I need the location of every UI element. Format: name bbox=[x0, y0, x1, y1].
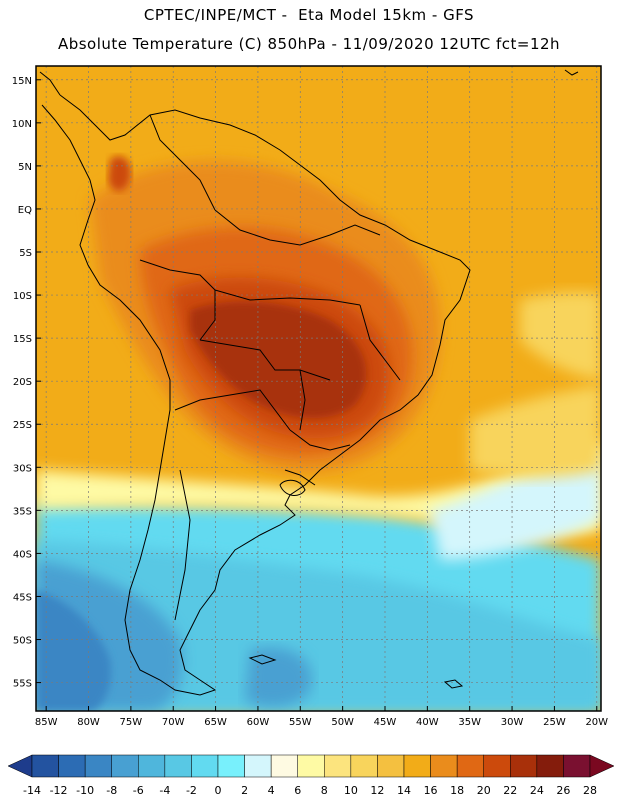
lat-label: 15N bbox=[12, 76, 32, 87]
colorbar-label: 16 bbox=[424, 784, 438, 797]
lon-label: 25W bbox=[543, 717, 566, 728]
colorbar-swatch bbox=[536, 754, 564, 778]
lon-label: 75W bbox=[120, 717, 143, 728]
colorbar-label: -12 bbox=[50, 784, 68, 797]
colorbar-swatch bbox=[483, 754, 511, 778]
lat-label: 45S bbox=[13, 592, 32, 603]
colorbar-swatch bbox=[377, 754, 405, 778]
colorbar-swatch bbox=[217, 754, 245, 778]
colorbar-label: 26 bbox=[556, 784, 570, 797]
colorbar-swatch bbox=[324, 754, 352, 778]
longitude-labels: 85W 80W 75W 70W 65W 60W 55W 50W 45W 40W 35W 30W 25W 2… bbox=[35, 706, 608, 728]
colorbar-label: 18 bbox=[450, 784, 464, 797]
colorbar-arrow-high bbox=[589, 754, 615, 778]
colorbar-labels: -14 -12 -10 -8 -6 -4 -2 0 2 4 6 8 10 12 14 16 18 20 22 24 26… bbox=[23, 784, 597, 797]
colorbar-swatch bbox=[191, 754, 219, 778]
latitude-labels: 15N 10N 5N EQ 5S 10S 15S 20S 25S 30S 35S 40S 45S 50S 5… bbox=[12, 76, 41, 690]
coastline bbox=[39, 69, 579, 696]
colorbar-label: 22 bbox=[503, 784, 517, 797]
lon-label: 80W bbox=[77, 717, 100, 728]
colorbar-swatch bbox=[84, 754, 112, 778]
lon-label: 55W bbox=[289, 717, 312, 728]
colorbar-label: 10 bbox=[344, 784, 358, 797]
colorbar-label: -6 bbox=[133, 784, 144, 797]
colorbar-label: 24 bbox=[530, 784, 544, 797]
colorbar-label: -2 bbox=[186, 784, 197, 797]
lon-label: 45W bbox=[374, 717, 397, 728]
lat-label: 30S bbox=[13, 463, 32, 474]
lat-label: EQ bbox=[18, 205, 32, 216]
colorbar-swatch bbox=[456, 754, 484, 778]
lon-label: 85W bbox=[35, 717, 58, 728]
colorbar-swatch bbox=[510, 754, 538, 778]
map-frame bbox=[35, 65, 602, 712]
lon-label: 50W bbox=[331, 717, 354, 728]
colorbar-label: 4 bbox=[268, 784, 275, 797]
map-title: CPTEC/INPE/MCT - Eta Model 15km - GFS bbox=[143, 6, 475, 24]
lat-label: 50S bbox=[13, 636, 32, 647]
colorbar-label: 2 bbox=[241, 784, 248, 797]
colorbar-label: 14 bbox=[397, 784, 411, 797]
colorbar-label: 20 bbox=[477, 784, 491, 797]
colorbar-swatch bbox=[31, 754, 59, 778]
colorbar-swatch bbox=[297, 754, 325, 778]
colorbar-label: -4 bbox=[159, 784, 170, 797]
colorbar-swatch bbox=[111, 754, 139, 778]
colorbar-label: 0 bbox=[215, 784, 222, 797]
colorbar-label: -8 bbox=[106, 784, 117, 797]
lon-label: 30W bbox=[501, 717, 524, 728]
lat-label: 15S bbox=[13, 334, 32, 345]
lat-label: 5N bbox=[18, 162, 32, 173]
lon-label: 35W bbox=[458, 717, 481, 728]
lon-label: 20W bbox=[585, 717, 608, 728]
lat-label: 40S bbox=[13, 549, 32, 560]
colorbar-swatch bbox=[138, 754, 166, 778]
map-subtitle: Absolute Temperature (C) 850hPa - 11/09/… bbox=[57, 35, 561, 53]
colorbar-label: 28 bbox=[583, 784, 597, 797]
colorbar-swatch bbox=[58, 754, 86, 778]
colorbar-label: -10 bbox=[76, 784, 94, 797]
colorbar-label: -14 bbox=[23, 784, 41, 797]
temperature-field bbox=[36, 66, 601, 711]
colorbar-label: 8 bbox=[321, 784, 328, 797]
lat-label: 35S bbox=[13, 506, 32, 517]
lat-label: 5S bbox=[19, 248, 32, 259]
lon-label: 70W bbox=[162, 717, 185, 728]
colorbar-swatch bbox=[350, 754, 378, 778]
lon-label: 60W bbox=[247, 717, 270, 728]
lat-label: 10N bbox=[12, 119, 32, 130]
lat-label: 10S bbox=[13, 291, 32, 302]
colorbar-swatch bbox=[164, 754, 192, 778]
colorbar-arrow-low bbox=[7, 754, 33, 778]
colorbar bbox=[7, 754, 615, 778]
colorbar-swatch bbox=[430, 754, 458, 778]
graticule bbox=[36, 66, 601, 711]
colorbar-label: 6 bbox=[294, 784, 301, 797]
colorbar-label: 12 bbox=[370, 784, 384, 797]
lat-label: 55S bbox=[13, 679, 32, 690]
lon-label: 40W bbox=[416, 717, 439, 728]
lat-label: 25S bbox=[13, 420, 32, 431]
colorbar-swatch bbox=[244, 754, 272, 778]
colorbar-swatch bbox=[563, 754, 591, 778]
colorbar-swatch bbox=[270, 754, 298, 778]
lon-label: 65W bbox=[204, 717, 227, 728]
colorbar-swatch bbox=[403, 754, 431, 778]
lat-label: 20S bbox=[13, 377, 32, 388]
